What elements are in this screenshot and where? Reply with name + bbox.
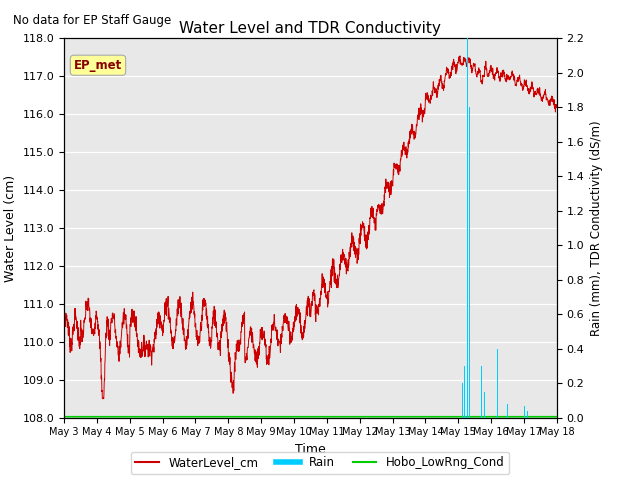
Title: Water Level and TDR Conductivity: Water Level and TDR Conductivity [179, 21, 442, 36]
X-axis label: Time: Time [295, 443, 326, 456]
Bar [500, 404, 502, 418]
Legend: WaterLevel_cm, Rain, Hobo_LowRng_Cond: WaterLevel_cm, Rain, Hobo_LowRng_Cond [131, 452, 509, 474]
Y-axis label: Water Level (cm): Water Level (cm) [4, 174, 17, 282]
Bar [524, 406, 525, 418]
Bar [527, 411, 528, 418]
Bar [497, 348, 498, 418]
Bar [462, 383, 463, 418]
Y-axis label: Rain (mm), TDR Conductivity (dS/m): Rain (mm), TDR Conductivity (dS/m) [590, 120, 603, 336]
Bar [477, 331, 478, 418]
Bar [467, 38, 468, 418]
Text: No data for EP Staff Gauge: No data for EP Staff Gauge [13, 14, 171, 27]
Text: EP_met: EP_met [74, 59, 122, 72]
Bar [474, 263, 475, 418]
Bar [484, 392, 485, 418]
